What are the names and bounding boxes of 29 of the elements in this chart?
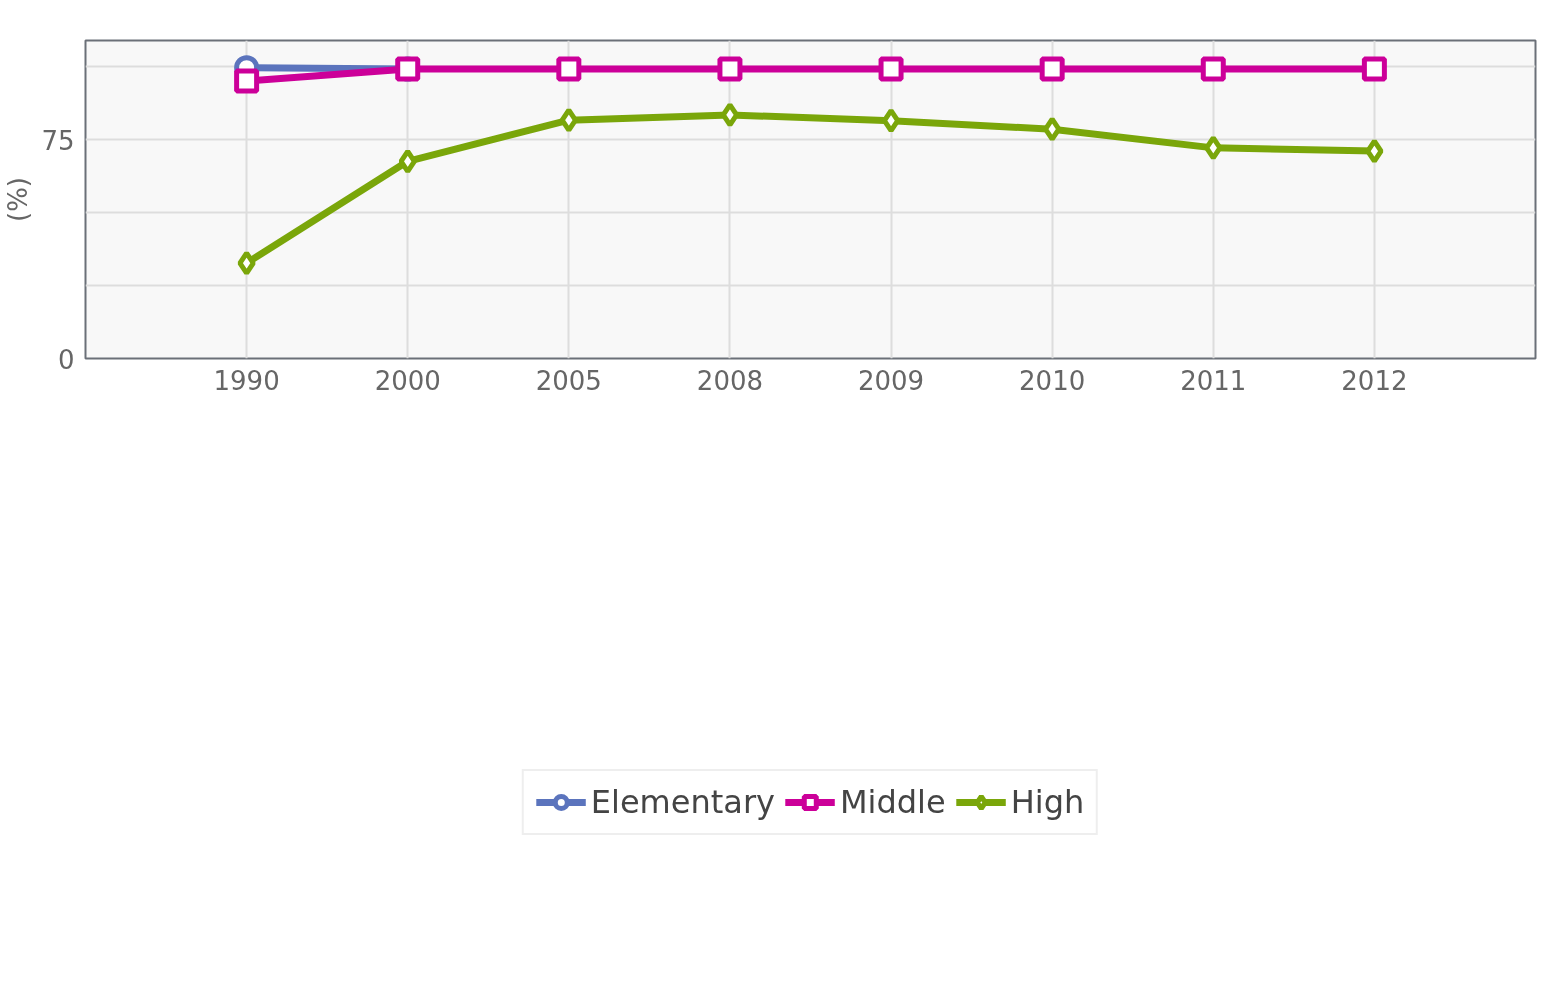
legend-label: High [1010,782,1085,821]
x-tick-label: 2009 [857,365,925,396]
x-tick-label: 2010 [1019,365,1086,396]
x-tick-label: 2005 [535,365,602,396]
x-tick-label: 2011 [1180,365,1247,396]
y-axis-title: (%) [3,177,34,222]
point [559,107,578,133]
legend-label: Middle [839,782,946,821]
x-tick-label: 2008 [696,365,764,396]
legend-label: Elementary [590,782,775,821]
point [556,56,582,82]
point [720,102,740,128]
point [237,250,256,276]
point [1361,56,1387,82]
point [1200,56,1226,82]
point [1039,56,1065,82]
y-tick-label: 75 [41,125,75,156]
x-tick-label: 2000 [374,365,441,396]
x-tick-label: 1990 [213,365,280,396]
point [878,56,904,82]
point [881,108,901,134]
point [234,68,260,94]
point [1204,135,1223,161]
point [398,148,417,174]
point [717,56,743,82]
point [1365,138,1384,164]
point [1043,116,1062,142]
y-tick-label: 0 [57,344,75,375]
x-tick-label: 2012 [1341,365,1408,396]
